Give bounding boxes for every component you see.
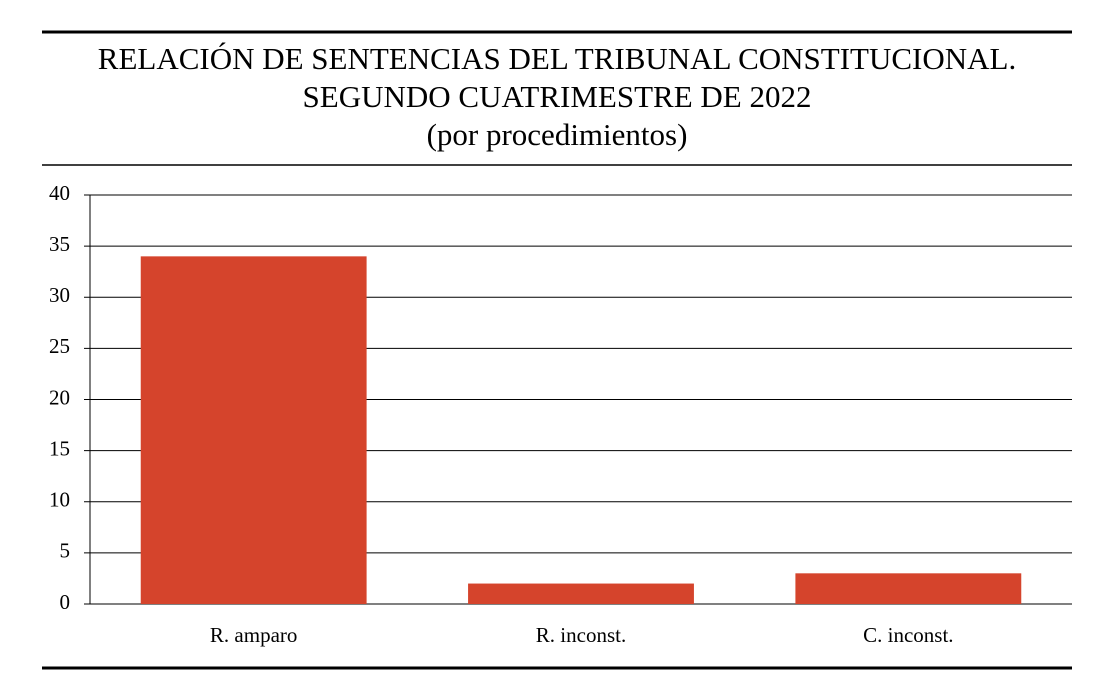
y-tick-label: 5	[60, 539, 71, 563]
chart-subtitle: (por procedimientos)	[427, 117, 688, 152]
bar	[795, 573, 1022, 604]
chart-title: SEGUNDO CUATRIMESTRE DE 2022	[303, 79, 812, 114]
x-tick-label: R. amparo	[210, 623, 297, 647]
chart-title: RELACIÓN DE SENTENCIAS DEL TRIBUNAL CONS…	[98, 41, 1016, 76]
bar	[140, 256, 367, 604]
bar	[468, 583, 694, 604]
y-tick-label: 10	[49, 488, 70, 512]
x-tick-label: R. inconst.	[536, 623, 626, 647]
y-tick-label: 15	[49, 436, 70, 460]
y-tick-label: 25	[49, 334, 70, 358]
y-tick-label: 30	[49, 283, 70, 307]
y-tick-label: 35	[49, 232, 70, 256]
y-tick-label: 20	[49, 385, 70, 409]
y-tick-label: 40	[49, 181, 70, 205]
x-tick-label: C. inconst.	[863, 623, 953, 647]
y-tick-label: 0	[60, 590, 71, 614]
